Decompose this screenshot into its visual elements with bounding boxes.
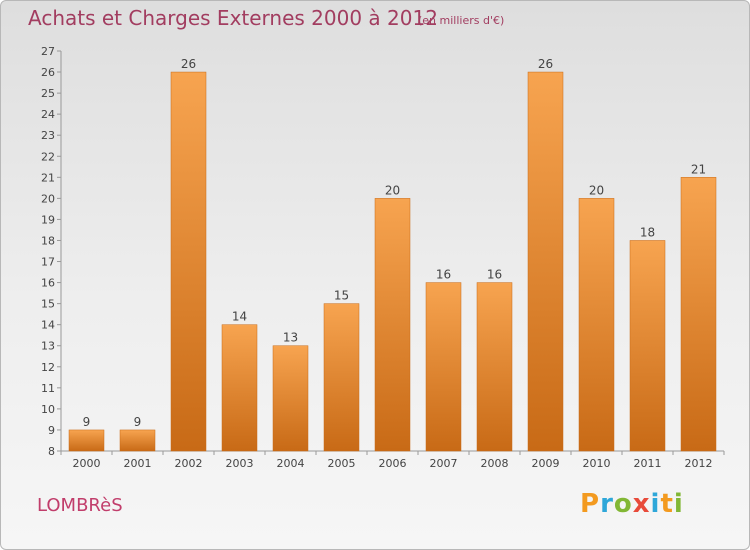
y-tick-label: 27 [41,45,55,58]
x-tick-label-2007: 2007 [430,457,458,470]
value-label-2000: 9 [83,415,91,429]
bar-2003 [221,324,258,452]
value-label-2010: 20 [589,183,604,197]
x-tick-label-2005: 2005 [328,457,356,470]
y-tick-label: 8 [48,445,55,458]
x-tick-label-2004: 2004 [277,457,305,470]
commune-name: LOMBRèS [37,495,123,516]
y-tick-label: 20 [41,192,55,205]
value-label-2004: 13 [283,331,298,345]
y-tick-label: 26 [41,66,55,79]
y-tick-label: 12 [41,361,55,374]
bar-2010 [578,198,615,452]
value-label-2009: 26 [538,57,553,71]
value-label-2007: 16 [436,268,451,282]
value-label-2002: 26 [181,57,196,71]
y-tick-label: 19 [41,213,55,226]
bar-2002 [170,71,207,452]
value-label-2005: 15 [334,289,349,303]
logo-letter: r [600,489,614,519]
x-tick-label-2001: 2001 [124,457,152,470]
chart-bars [68,71,717,452]
y-tick-label: 22 [41,150,55,163]
y-tick-label: 9 [48,424,55,437]
y-tick-label: 24 [41,108,55,121]
y-tick-label: 18 [41,234,55,247]
y-tick-label: 15 [41,298,55,311]
x-tick-label-2010: 2010 [583,457,611,470]
x-tick-label-2006: 2006 [379,457,407,470]
bar-2011 [629,240,666,452]
y-tick-label: 14 [41,319,55,332]
logo-letter: P [580,489,601,519]
bar-2008 [476,282,513,452]
y-tick-label: 11 [41,382,55,395]
x-tick-label-2008: 2008 [481,457,509,470]
bar-2004 [272,345,309,452]
x-tick-label-2000: 2000 [73,457,101,470]
logo-letter: i [650,489,661,519]
bar-2000 [68,429,105,452]
proxiti-logo: Proxiti [580,489,684,519]
y-tick-label: 13 [41,340,55,353]
logo-letter: i [673,489,684,519]
bar-2006 [374,198,411,452]
y-tick-label: 25 [41,87,55,100]
value-label-2012: 21 [691,162,706,176]
bar-2001 [119,429,156,452]
bar-2005 [323,303,360,452]
x-tick-label-2009: 2009 [532,457,560,470]
chart-title: Achats et Charges Externes 2000 à 2012 [28,6,438,30]
x-tick-label-2003: 2003 [226,457,254,470]
y-tick-label: 10 [41,403,55,416]
x-tick-label-2011: 2011 [634,457,662,470]
bar-2007 [425,282,462,452]
y-tick-label: 23 [41,129,55,142]
value-label-2006: 20 [385,183,400,197]
bar-2009 [527,71,564,452]
value-label-2008: 16 [487,268,502,282]
chart-labels: 9 2000 9 2001 26 2002 14 2003 13 2004 15 2005 20 2006… [73,57,713,470]
y-tick-label: 17 [41,256,55,269]
logo-letter: o [613,489,633,519]
bar-2012 [680,177,717,452]
x-tick-label-2012: 2012 [685,457,713,470]
logo-letter: t [660,489,674,519]
chart-subtitle: (en milliers d'€) [418,14,505,27]
value-label-2011: 18 [640,225,655,239]
logo-letter: x [632,489,651,519]
value-label-2003: 14 [232,310,247,324]
chart-axes: 8 9 10 11 12 13 14 15 16 17 18 19 20 21 22 23 24 25 26 27 [41,45,725,458]
y-tick-label: 21 [41,171,55,184]
value-label-2001: 9 [134,415,142,429]
x-tick-label-2002: 2002 [175,457,203,470]
y-tick-label: 16 [41,277,55,290]
